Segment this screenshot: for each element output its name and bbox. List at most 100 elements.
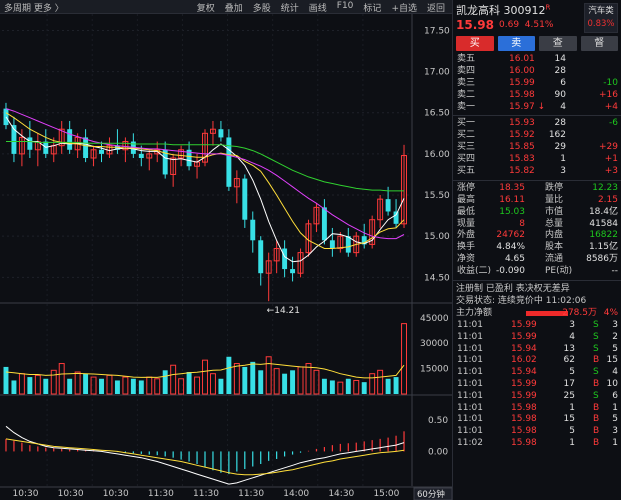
ask-row[interactable]: 卖一 15.97 ↓ 4 +4 xyxy=(453,102,621,114)
tick-row: 11:01 15.99 17 B 10 xyxy=(453,379,621,391)
volume-bar xyxy=(11,380,17,394)
candle-body xyxy=(146,153,153,159)
candle-body xyxy=(178,149,185,159)
tick-price: 15.99 xyxy=(511,320,537,331)
volume-bar xyxy=(209,373,216,395)
volume-bar xyxy=(345,378,351,394)
back-button[interactable]: 返回 xyxy=(426,4,445,14)
ask-row[interactable]: 卖二 15.98 90 +16 xyxy=(453,90,621,102)
candle-body xyxy=(138,153,144,158)
stat-value: 16822 xyxy=(589,230,618,241)
tick-price: 16.02 xyxy=(511,355,537,366)
level-delta: +3 xyxy=(604,166,618,177)
level-volume: 28 xyxy=(554,65,566,76)
tick-time: 11:01 xyxy=(457,343,483,354)
tool-stats-button[interactable]: 统计 xyxy=(280,4,299,14)
stock-title: 凯龙高科 300912R xyxy=(456,2,550,18)
stat-label: 最低 xyxy=(457,206,476,217)
stock-name: 凯龙高科 xyxy=(456,4,500,17)
volume-tick-label: 45000 xyxy=(420,314,449,324)
buy-button[interactable]: 买 xyxy=(456,36,494,51)
stat-label: 流通 xyxy=(545,254,564,265)
volume-bar xyxy=(18,373,25,395)
level-label: 卖四 xyxy=(457,65,476,76)
supervise-button[interactable]: 督 xyxy=(580,36,618,51)
tick-count: 10 xyxy=(606,379,618,390)
tick-time: 11:01 xyxy=(457,402,483,413)
candle-body xyxy=(265,260,272,274)
tick-list[interactable]: 11:01 15.99 3 S 3 11:01 15.99 4 S 2 11:01 15.94 13 S 5… xyxy=(453,320,621,450)
bid-row[interactable]: 买二 15.92 162 xyxy=(453,130,621,142)
bid-row[interactable]: 买五 15.82 3 +3 xyxy=(453,166,621,178)
ask-row[interactable]: 卖五 16.01 14 xyxy=(453,54,621,66)
volume-bar xyxy=(258,370,264,394)
volume-bar xyxy=(170,364,177,395)
more-arrow-icon[interactable]: 〉 xyxy=(54,4,64,14)
tick-price: 15.99 xyxy=(511,331,537,342)
tick-price: 15.94 xyxy=(511,343,537,354)
level-volume: 4 xyxy=(560,101,566,112)
tick-price: 15.98 xyxy=(511,402,537,413)
sector-tag[interactable]: 汽车类 0.83% xyxy=(584,3,618,33)
stat-row: 收益(二) -0.090 PE(动) -- xyxy=(453,266,621,278)
period-button[interactable]: 多周期 xyxy=(4,4,32,14)
price-tick-label: 14.50 xyxy=(424,273,450,283)
add-watchlist-button[interactable]: +自选 xyxy=(391,4,417,14)
sell-button[interactable]: 卖 xyxy=(497,36,535,51)
tool-buttons: 复权 叠加 多股 统计 画线 F10 标记 +自选 返回 xyxy=(192,1,450,14)
ask-row[interactable]: 卖三 15.99 6 -10 xyxy=(453,78,621,90)
low-price-annotation: ←14.21 xyxy=(267,306,300,316)
tool-overlay-button[interactable]: 叠加 xyxy=(224,4,243,14)
main-flow[interactable]: 主力净额 278.5万 4% xyxy=(453,307,621,320)
level-label: 买二 xyxy=(457,130,476,141)
candle-body xyxy=(170,157,177,175)
bid-row[interactable]: 买一 15.93 28 -6 xyxy=(453,118,621,130)
query-button[interactable]: 查 xyxy=(539,36,577,51)
volume-bar xyxy=(162,370,168,394)
kline-chart-svg[interactable]: 17.50 17.00 16.50 16.00 15.50 15.00 14.50 ←14.2… xyxy=(0,14,453,500)
more-button[interactable]: 更多 xyxy=(33,4,52,14)
ask-row[interactable]: 卖四 16.00 28 xyxy=(453,66,621,78)
stat-value: 24762 xyxy=(496,230,525,241)
price-tick-label: 17.50 xyxy=(424,26,450,36)
tool-adjust-button[interactable]: 复权 xyxy=(196,4,215,14)
bid-row[interactable]: 买三 15.85 29 +29 xyxy=(453,142,621,154)
sector-label: 汽车类 xyxy=(588,6,614,16)
candle-body xyxy=(337,235,344,250)
candle-body xyxy=(297,252,304,274)
volume-bar xyxy=(290,370,296,394)
tool-f10-button[interactable]: F10 xyxy=(336,1,354,11)
level-price: 16.00 xyxy=(509,65,535,76)
main-flow-value: 278.5万 xyxy=(562,308,597,319)
tick-volume: 5 xyxy=(569,367,575,378)
bid-row[interactable]: 买四 15.83 1 +1 xyxy=(453,154,621,166)
candle-body xyxy=(321,207,327,241)
level-price: 15.82 xyxy=(509,166,535,177)
volume-ma-line xyxy=(5,362,405,379)
macd-tick-label: 0.50 xyxy=(428,416,448,426)
volume-bar xyxy=(3,366,9,394)
tick-time: 11:01 xyxy=(457,390,483,401)
tick-volume: 1 xyxy=(569,438,575,448)
last-price: 15.98 xyxy=(456,18,494,32)
volume-bar xyxy=(99,378,104,394)
time-tick-label: 14:00 xyxy=(283,489,309,499)
stat-label: 外盘 xyxy=(457,230,476,241)
chart-area[interactable]: 17.50 17.00 16.50 16.00 15.50 15.00 14.50 ←14.2… xyxy=(0,14,453,500)
volume-bar xyxy=(218,378,224,394)
tool-mark-button[interactable]: 标记 xyxy=(363,4,382,14)
tick-side: B xyxy=(593,426,600,437)
candle-body xyxy=(345,236,351,253)
stock-code: 300912 xyxy=(503,4,546,17)
volume-bar xyxy=(43,378,49,394)
ma-line-ma60 xyxy=(6,141,404,192)
candle-body xyxy=(27,137,33,150)
tick-count: 5 xyxy=(612,343,618,354)
sector-pct: 0.83% xyxy=(587,19,615,29)
tool-draw-button[interactable]: 画线 xyxy=(308,4,327,14)
tick-time: 11:01 xyxy=(457,414,483,425)
tick-row: 11:01 16.02 62 B 15 xyxy=(453,355,621,367)
tool-multi-stock-button[interactable]: 多股 xyxy=(252,4,271,14)
time-tick-label: 11:30 xyxy=(193,489,219,499)
candle-body xyxy=(290,269,296,274)
